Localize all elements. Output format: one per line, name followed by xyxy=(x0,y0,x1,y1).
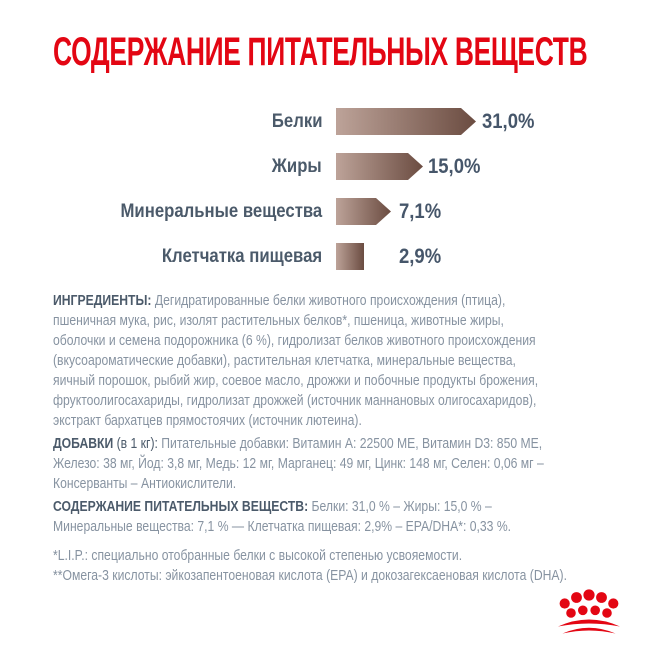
chart-value-label: 15,0% xyxy=(428,154,481,178)
chart-category-label: Минеральные вещества xyxy=(120,200,322,222)
chart-bar xyxy=(336,243,364,270)
chart-row: Белки 31,0% xyxy=(53,108,667,135)
royal-canin-logo xyxy=(556,588,622,634)
chart-value-label: 2,9% xyxy=(399,244,442,268)
chart-bar xyxy=(336,108,476,135)
chart-value-label: 7,1% xyxy=(399,199,442,223)
label-text-block: ИНГРЕДИЕНТЫ: Дегидратированные белки жив… xyxy=(53,291,624,586)
footnote-omega3: **Омега-3 кислоты: эйкозапентоеновая кис… xyxy=(53,568,567,584)
analysis-text: Белки: 31,0 % – Жиры: 15,0 % – Минеральн… xyxy=(53,499,512,535)
additives-paragraph: ДОБАВКИ (в 1 кг): Питательные добавки: В… xyxy=(53,434,624,494)
page-title: СОДЕРЖАНИЕ ПИТАТЕЛЬНЫХ ВЕЩЕСТВ xyxy=(53,30,588,74)
ingredients-paragraph: ИНГРЕДИЕНТЫ: Дегидратированные белки жив… xyxy=(53,291,624,431)
chart-category-label: Белки xyxy=(271,110,322,132)
chart-value-label: 31,0% xyxy=(482,109,535,133)
chart-row: Минеральные вещества 7,1% xyxy=(53,198,667,225)
additives-text: Питательные добавки: Витамин A: 22500 МЕ… xyxy=(53,436,544,492)
chart-row: Жиры 15,0% xyxy=(53,153,667,180)
chart-row: Клетчатка пищевая 2,9% xyxy=(53,243,667,270)
chart-category-label: Клетчатка пищевая xyxy=(161,245,322,267)
additives-heading-note: (в 1 кг): xyxy=(116,436,158,452)
chart-bar xyxy=(336,198,391,225)
ingredients-text: Дегидратированные белки животного происх… xyxy=(53,293,539,429)
ingredients-heading: ИНГРЕДИЕНТЫ: xyxy=(53,293,152,309)
analysis-paragraph: СОДЕРЖАНИЕ ПИТАТЕЛЬНЫХ ВЕЩЕСТВ: Белки: 3… xyxy=(53,497,624,537)
crown-icon xyxy=(558,589,620,634)
analysis-heading: СОДЕРЖАНИЕ ПИТАТЕЛЬНЫХ ВЕЩЕСТВ: xyxy=(53,499,309,515)
chart-category-label: Жиры xyxy=(272,155,322,177)
nutrient-bar-chart: Белки 31,0% Жиры 15,0% Минеральные вещества 7… xyxy=(53,108,667,270)
chart-bar xyxy=(336,153,423,180)
footnote-lip: *L.I.P.: специально отобранные белки с в… xyxy=(53,548,463,564)
additives-heading: ДОБАВКИ xyxy=(53,436,114,452)
